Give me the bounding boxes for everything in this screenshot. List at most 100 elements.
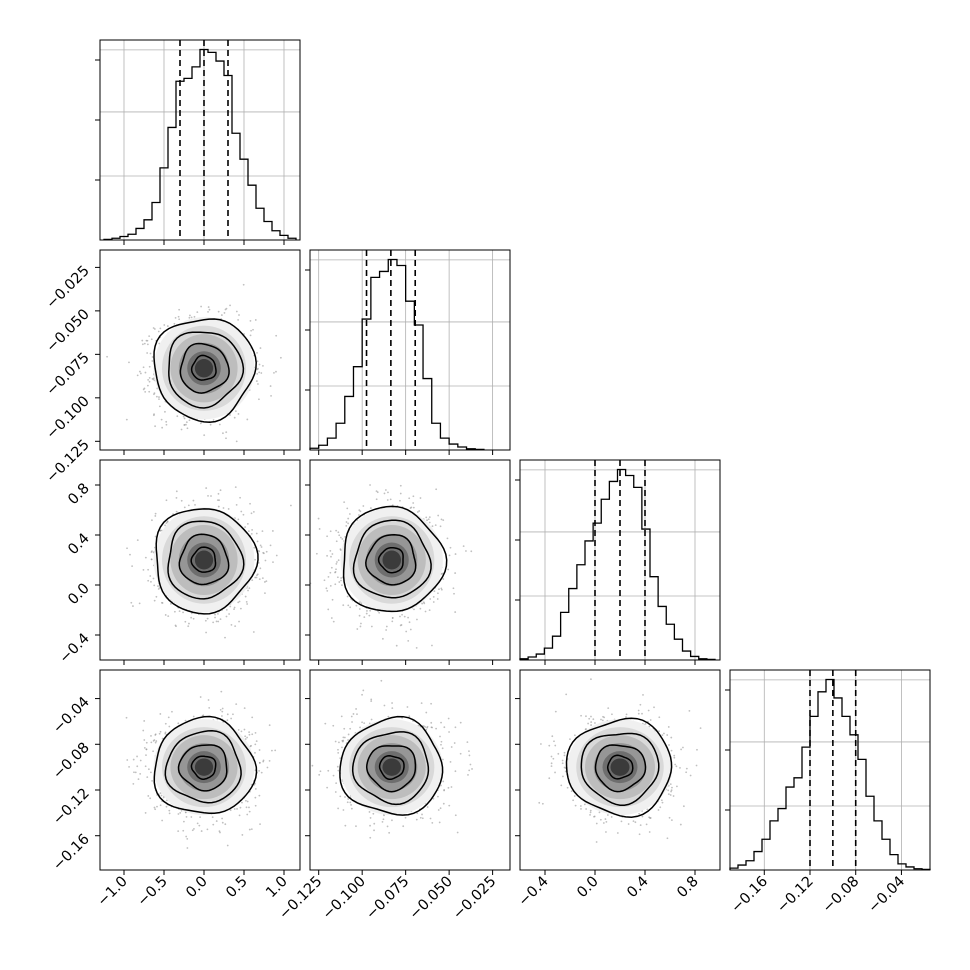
scatter-point	[237, 318, 239, 321]
scatter-point	[424, 610, 427, 613]
scatter-point	[258, 363, 261, 366]
scatter-point	[447, 786, 450, 789]
scatter-point	[450, 786, 453, 788]
scatter-point	[275, 334, 278, 337]
scatter-point	[153, 393, 155, 396]
scatter-point	[160, 794, 163, 797]
scatter-point	[259, 544, 262, 547]
scatter-point	[388, 831, 391, 834]
scatter-point	[164, 614, 167, 616]
scatter-point	[183, 417, 186, 420]
scatter-point	[236, 808, 238, 810]
panel-frame	[309, 249, 511, 451]
scatter-point	[136, 539, 139, 542]
scatter-point	[250, 329, 253, 332]
scatter-point	[171, 710, 173, 713]
scatter-point	[688, 710, 691, 712]
contour-0	[342, 505, 448, 613]
scatter-point	[256, 351, 258, 354]
scatter-point	[358, 601, 361, 604]
scatter-point	[237, 413, 240, 415]
scatter-point	[258, 398, 260, 401]
panel-frame	[519, 669, 721, 871]
scatter-point	[185, 835, 188, 838]
xtick-label-3-1: −0.12	[774, 874, 817, 917]
histogram-panel-1	[305, 249, 511, 455]
scatter-point	[182, 611, 184, 614]
scatter-point	[382, 818, 385, 821]
scatter-point	[153, 806, 156, 809]
scatter-point	[327, 575, 330, 578]
scatter-point	[625, 716, 627, 718]
xtick-label-0-0: −1.0	[95, 874, 131, 910]
scatter-point	[167, 716, 170, 719]
scatter-point	[659, 806, 662, 809]
scatter-point	[175, 510, 178, 513]
scatter-point	[449, 760, 452, 763]
scatter-point	[235, 440, 238, 443]
scatter-point	[258, 371, 261, 374]
panel-frame	[99, 669, 301, 871]
scatter-point	[327, 769, 330, 772]
scatter-point	[151, 550, 153, 553]
scatter-point	[147, 795, 150, 797]
panel-frame	[99, 39, 301, 241]
scatter-point	[560, 784, 563, 787]
scatter-point	[426, 519, 428, 522]
ytick-label-3-3: −0.04	[50, 694, 93, 737]
scatter-point	[226, 844, 229, 847]
scatter-point	[349, 606, 352, 609]
scatter-point	[431, 644, 433, 647]
scatter-point	[264, 559, 267, 562]
scatter-point	[180, 499, 183, 502]
scatter-point	[187, 625, 190, 628]
scatter-point	[246, 522, 249, 525]
scatter-point	[466, 741, 469, 744]
scatter-point	[243, 728, 246, 731]
scatter-point	[198, 824, 201, 827]
scatter-point	[272, 561, 274, 563]
scatter-point	[191, 461, 193, 463]
scatter-point	[222, 507, 225, 509]
scatter-point	[275, 370, 277, 373]
scatter-point	[150, 771, 152, 774]
scatter-point	[219, 489, 222, 492]
scatter-point	[679, 823, 682, 826]
scatter-point	[128, 361, 130, 364]
scatter-point	[340, 577, 343, 579]
scatter-point	[429, 817, 432, 820]
scatter-point	[425, 516, 428, 519]
scatter-point	[340, 715, 343, 718]
scatter-point	[193, 315, 196, 318]
scatter-point	[593, 815, 595, 818]
scatter-point	[550, 762, 553, 765]
scatter-point	[164, 524, 166, 527]
scatter-point	[548, 744, 551, 747]
scatter-point	[587, 722, 590, 725]
scatter-point	[468, 769, 471, 772]
ytick-label-2-1: 0.0	[65, 581, 93, 609]
scatter-point	[155, 595, 158, 598]
scatter-point	[148, 376, 151, 379]
scatter-point	[599, 818, 602, 821]
scatter-point	[142, 568, 145, 571]
scatter-point	[149, 575, 152, 577]
scatter-point	[672, 795, 675, 797]
scatter-point	[447, 717, 450, 720]
scatter-point	[679, 766, 681, 769]
scatter-point	[361, 693, 363, 696]
scatter-point	[244, 595, 247, 598]
scatter-point	[128, 765, 130, 768]
scatter-point	[361, 721, 363, 724]
scatter-point	[565, 693, 568, 696]
scatter-point	[143, 720, 146, 722]
scatter-point	[207, 306, 210, 308]
histogram-step-2	[519, 468, 716, 661]
scatter-point	[141, 339, 144, 342]
scatter-point	[359, 510, 362, 513]
scatter-point	[440, 743, 442, 746]
scatter-point	[262, 364, 264, 367]
scatter-point	[261, 577, 264, 580]
scatter-point	[641, 815, 644, 818]
scatter-point	[649, 817, 651, 819]
